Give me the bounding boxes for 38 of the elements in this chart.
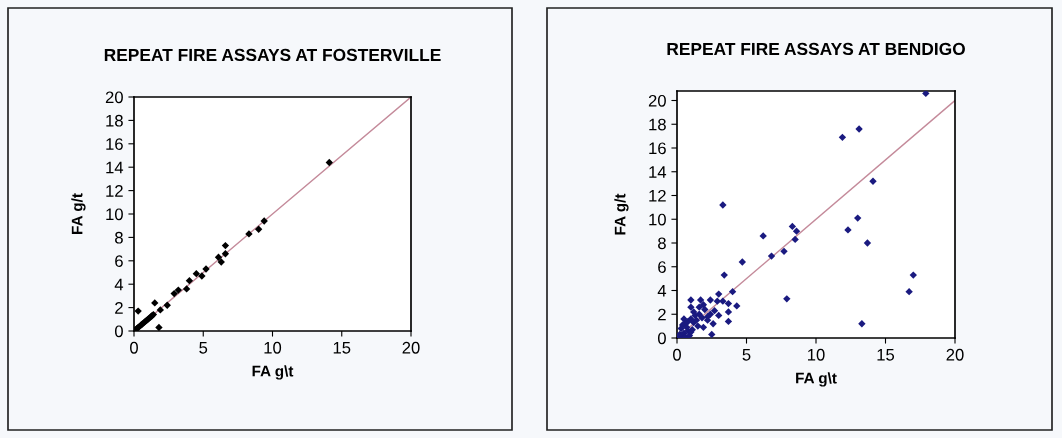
y-axis-title: FA g/t <box>71 193 86 234</box>
y-tick-label: 2 <box>115 302 123 314</box>
y-tick-label: 20 <box>105 91 123 104</box>
y-tick-label: 8 <box>658 237 666 250</box>
y-tick-label: 18 <box>649 118 666 131</box>
y-tick-label: 6 <box>658 261 666 273</box>
x-axis-title: FA g\t <box>796 372 837 387</box>
x-tick-label: 10 <box>808 348 825 361</box>
y-tick-label: 6 <box>115 255 123 267</box>
x-tick-label: 15 <box>877 349 895 361</box>
x-tick-label: 15 <box>333 342 351 354</box>
y-tick-label: 10 <box>106 208 123 221</box>
x-tick-label: 20 <box>402 341 420 354</box>
x-tick-label: 10 <box>264 341 282 354</box>
x-tick-label: 5 <box>742 349 751 361</box>
y-tick-label: 4 <box>657 285 667 297</box>
y-tick-label: 20 <box>648 94 666 107</box>
y-tick-label: 0 <box>114 325 123 338</box>
y-tick-label: 16 <box>106 138 123 150</box>
y-tick-label: 14 <box>649 166 667 178</box>
y-tick-label: 2 <box>658 308 666 321</box>
y-tick-label: 4 <box>114 278 124 291</box>
y-tick-label: 8 <box>115 231 123 244</box>
y-tick-label: 12 <box>649 189 666 202</box>
x-tick-label: 5 <box>199 342 208 354</box>
y-tick-label: 18 <box>106 114 123 127</box>
x-axis-title: FA g\t <box>252 365 294 380</box>
y-tick-label: 10 <box>649 213 666 226</box>
y-axis-title: FA g/t <box>614 193 629 235</box>
y-tick-label: 12 <box>106 185 123 197</box>
x-tick-label: 0 <box>673 348 681 361</box>
x-tick-label: 0 <box>130 341 138 354</box>
chart-title: REPEAT FIRE ASSAYS AT BENDIGO <box>667 42 965 56</box>
y-tick-label: 14 <box>106 161 124 174</box>
y-tick-label: 16 <box>649 142 666 155</box>
y-tick-label: 0 <box>657 332 666 345</box>
chart-title: REPEAT FIRE ASSAYS AT FOSTERVILLE <box>104 48 441 62</box>
x-tick-label: 20 <box>946 348 964 361</box>
